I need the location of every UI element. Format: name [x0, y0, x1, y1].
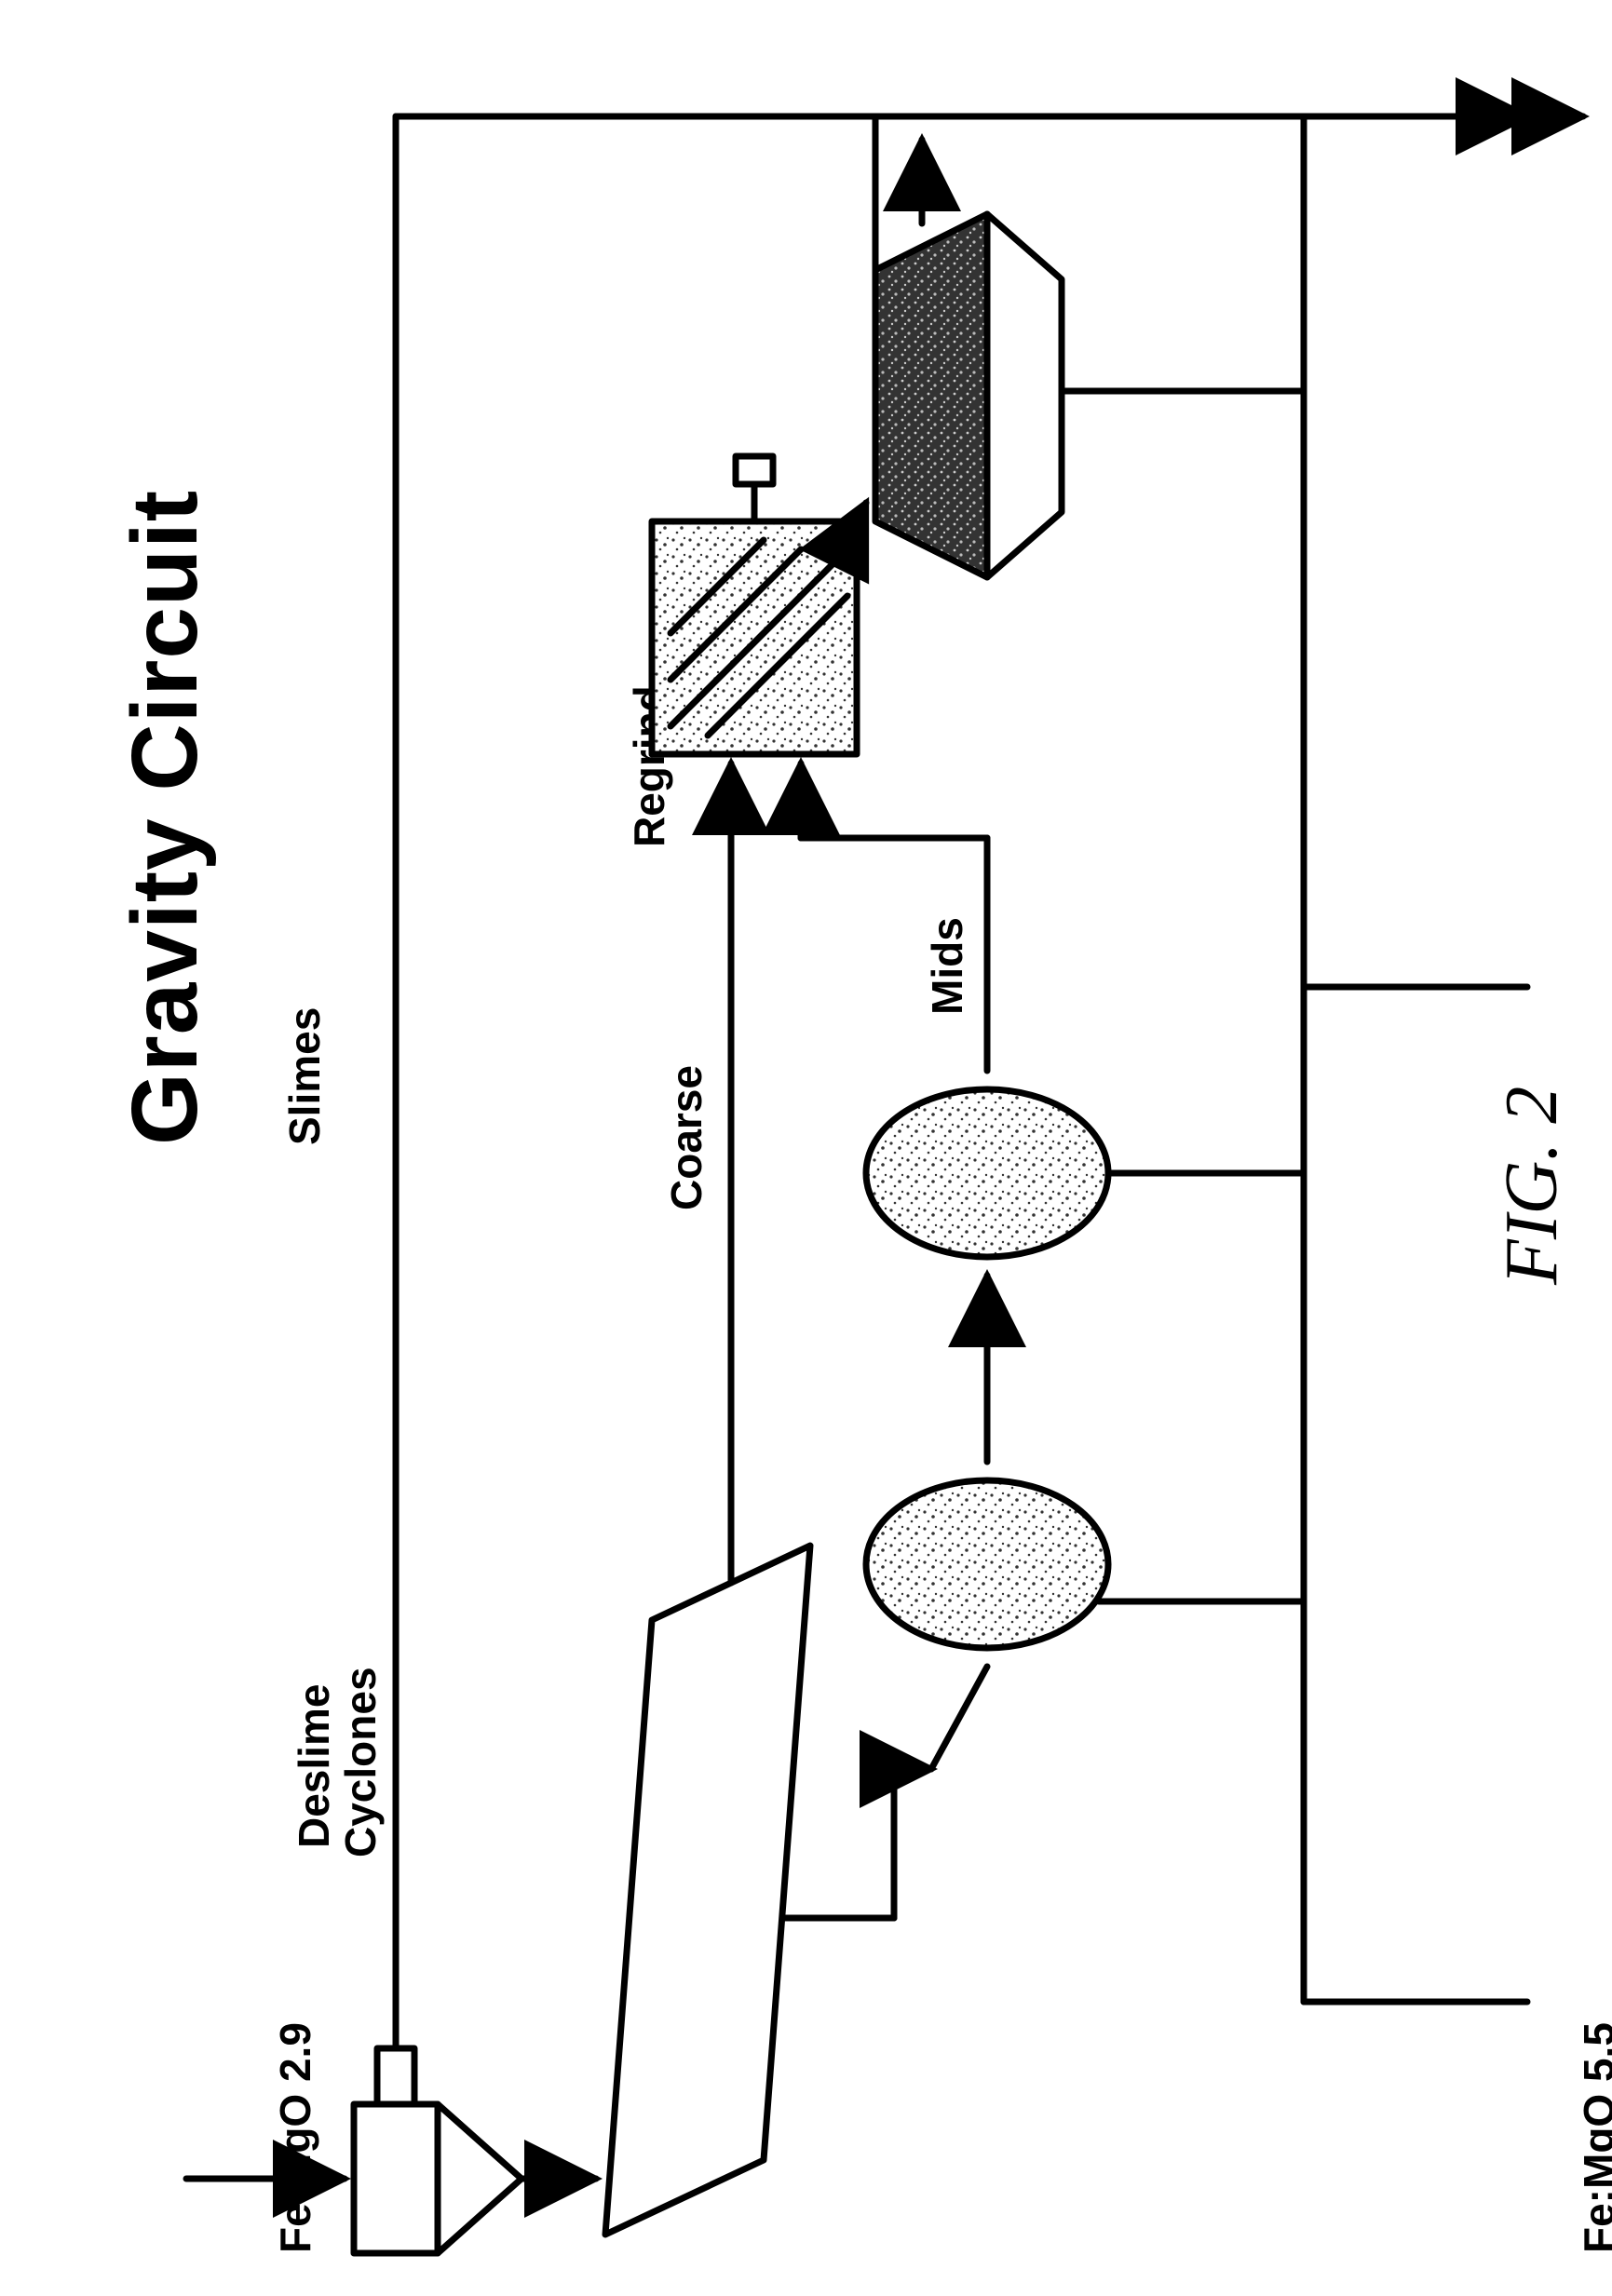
- flow-diagram: [0, 0, 1612, 2296]
- diagram-canvas: Gravity Circuit Fe:MgO 2.9 Fe:MgO 5.5 FI…: [0, 0, 1612, 2296]
